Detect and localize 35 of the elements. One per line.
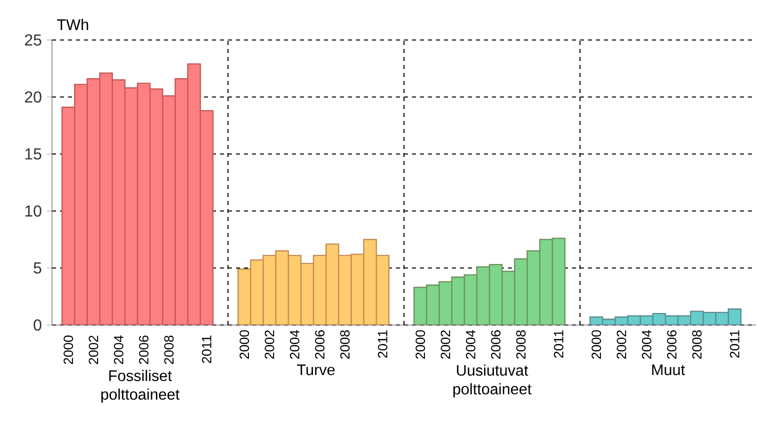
- x-tick-label: 2011: [730, 330, 740, 358]
- x-tick-label: 2011: [554, 330, 564, 358]
- x-tick-label: 2004: [642, 330, 652, 359]
- x-tick-label: 2008: [164, 336, 174, 364]
- y-tick-label: 15: [25, 148, 42, 160]
- y-tick-label: 5: [34, 262, 42, 274]
- x-tick-label: 2004: [114, 335, 124, 364]
- x-tick-label: 2004: [466, 330, 476, 359]
- x-tick-label: 2000: [64, 336, 74, 364]
- x-tick-label: 2002: [616, 330, 626, 359]
- x-tick-label: 2002: [440, 330, 450, 359]
- x-tick-label: 2004: [290, 330, 300, 359]
- x-tick-label: 2006: [139, 336, 148, 364]
- y-tick-label: 25: [24, 34, 42, 46]
- x-tick-label: 2006: [667, 330, 676, 359]
- y-tick-label: 10: [25, 205, 42, 217]
- x-tick-label: 2000: [416, 330, 426, 359]
- x-tick-label: 2011: [202, 336, 212, 364]
- x-tick-label: 2000: [592, 330, 602, 359]
- x-tick-label: 2006: [491, 330, 500, 359]
- x-tick-label: 2008: [516, 330, 526, 359]
- y-tick-label: 0: [34, 319, 42, 331]
- x-tick-label: 2008: [692, 330, 702, 359]
- x-tick-label: 2011: [378, 330, 388, 358]
- y-tick-label: 20: [24, 91, 42, 103]
- x-tick-label: 2006: [315, 330, 324, 359]
- x-tick-label: 2000: [240, 330, 250, 359]
- x-axis-title: Uusiutuvat polttoaineet: [453, 364, 532, 398]
- x-tick-label: 2002: [264, 330, 274, 359]
- x-axis-title: Muut: [652, 364, 685, 376]
- y-axis-title: TWh: [57, 18, 88, 30]
- x-axis-title: Fossiliset polttoaineet: [101, 370, 180, 403]
- x-axis-title: Turve: [297, 364, 335, 376]
- x-tick-label: 2008: [340, 330, 350, 359]
- x-tick-label: 2002: [88, 336, 98, 364]
